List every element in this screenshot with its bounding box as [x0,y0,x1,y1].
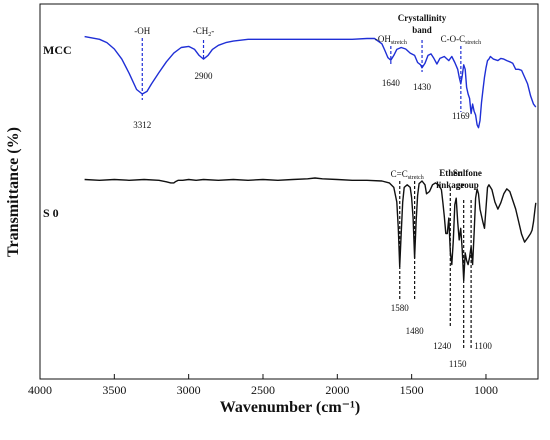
annotation-label-0: -OH [134,26,150,36]
x-axis-ticks [39,374,487,379]
x-tick-label-2000: 2000 [325,383,349,397]
annotation-label-19: 1150 [449,359,467,369]
x-tick-label-2500: 2500 [251,383,275,397]
x-tick-label-3500: 3500 [102,383,126,397]
annotation-label-4: -OHstretch [375,34,407,46]
annotation-label-3: 2900 [195,71,214,81]
annotation-label-9: C-O-Cstretch [441,34,482,46]
annotation-label-13: 1480 [406,326,425,336]
plot-frame [39,3,539,380]
series-label-mcc: MCC [43,43,72,57]
annotation-label-10: 1169 [452,111,470,121]
annotation-label-12: 1580 [391,303,410,313]
x-tick-label-3000: 3000 [177,383,201,397]
annotation-label-5: 1640 [382,78,401,88]
y-axis-title: Transmittance (%) [5,127,22,257]
annotation-label-11: C=Cstretch [391,169,424,181]
annotation-label-15: linkage [436,180,464,190]
x-tick-label-1000: 1000 [474,383,498,397]
annotation-label-7: band [412,25,432,35]
annotation-label-1: 3312 [133,120,151,130]
x-tick-label-4000: 4000 [28,383,52,397]
x-tick-label-1500: 1500 [400,383,424,397]
series-line-mcc [84,35,537,129]
x-axis-tick-labels: 4000 3500 3000 2500 2000 1500 1000 [28,383,498,397]
x-axis-title: Wavenumber (cm⁻¹) [220,399,360,416]
annotation-label-20: 1100 [474,341,492,351]
annotation-label-18: group [456,180,479,190]
series-layer [84,35,537,282]
series-label-s0: S 0 [43,206,59,220]
annotation-label-17: Sulfone [453,168,482,178]
annotation-layer: -OH 3312 -CH2- 2900 -OHstretch 1640 Crystallin… [133,13,492,369]
annotation-label-6: Crystallinity [398,13,447,23]
annotation-label-16: 1240 [433,341,452,351]
annotation-label-8: 1430 [413,82,432,92]
annotation-label-14: Ether [439,168,461,178]
series-line-s0 [84,177,537,282]
annotation-label-2: -CH2- [193,26,215,38]
